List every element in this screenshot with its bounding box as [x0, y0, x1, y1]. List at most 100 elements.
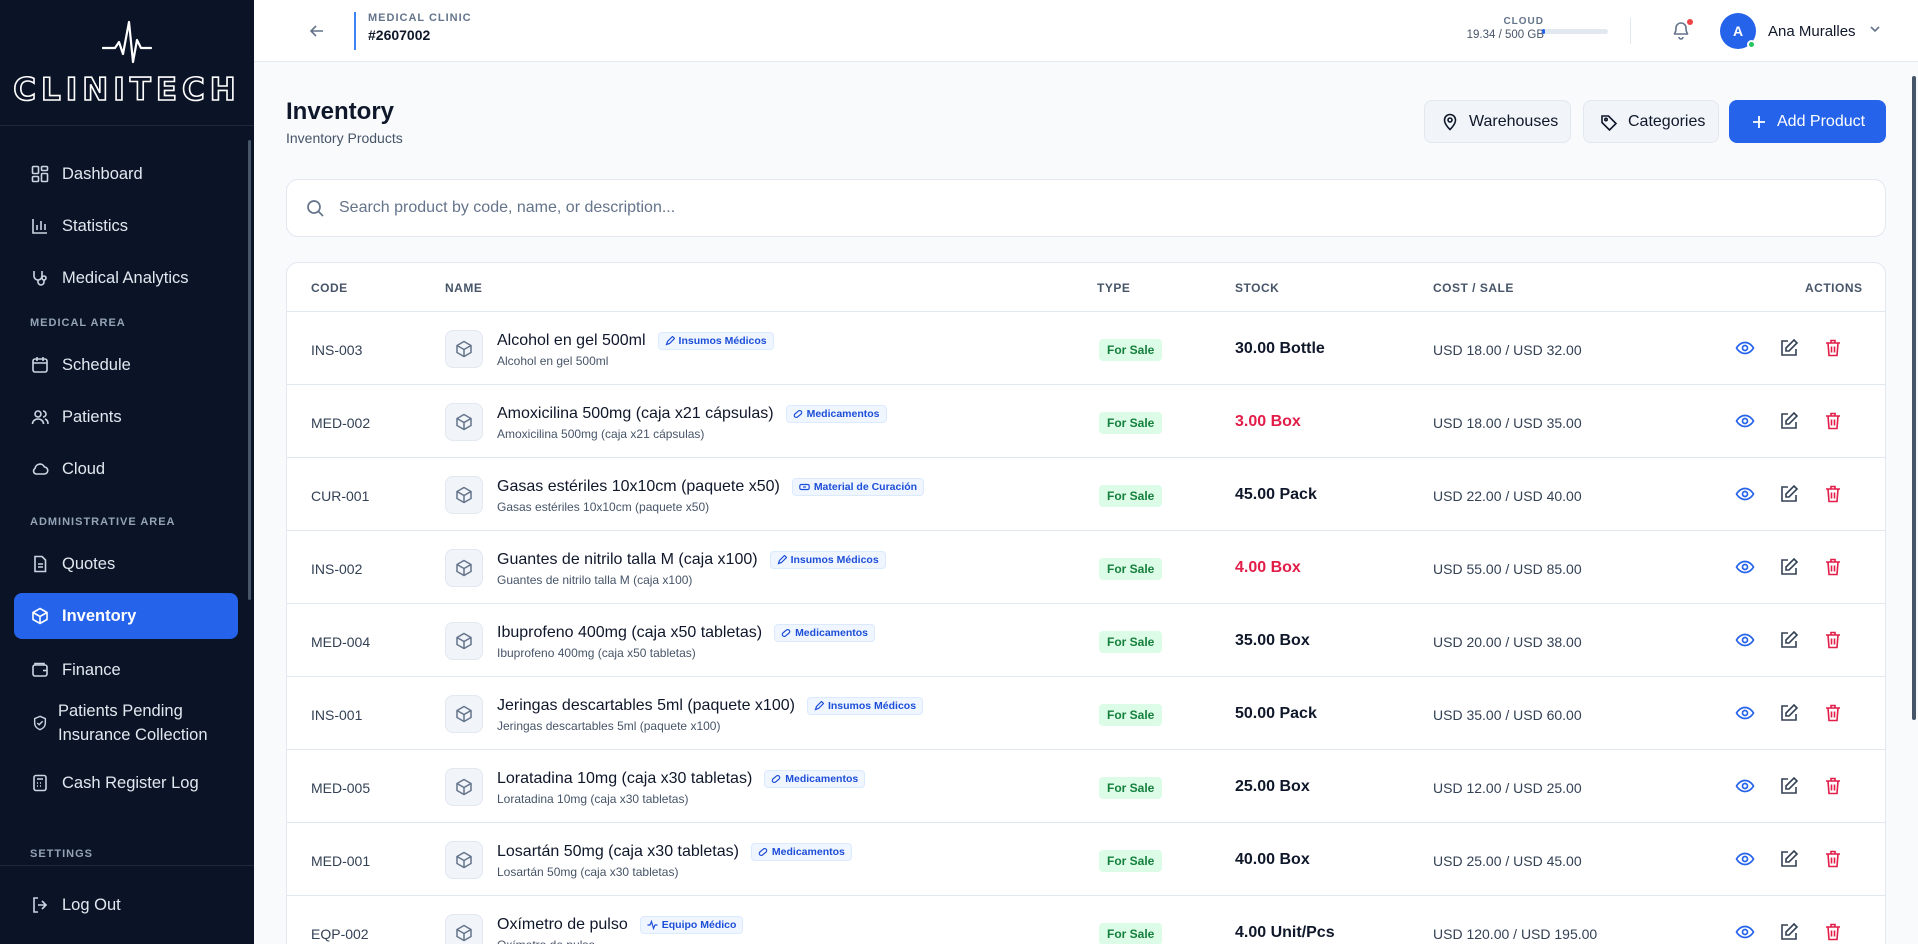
sidebar: CLINITECH Dashboard Statistics Medical A…: [0, 0, 254, 944]
bandage-icon: [799, 482, 810, 492]
trash-icon: [1826, 558, 1840, 576]
sidebar-item-quotes[interactable]: Quotes: [14, 541, 238, 587]
column-header-cost-sale[interactable]: COST / SALE: [1433, 281, 1514, 295]
bell-icon: [1673, 22, 1689, 40]
table-row[interactable]: EQP-002 Oxímetro de pulso Equipo Médico …: [287, 896, 1885, 944]
sidebar-item-inventory[interactable]: Inventory: [14, 593, 238, 639]
view-button[interactable]: [1733, 482, 1757, 506]
sidebar-item-medical-analytics[interactable]: Medical Analytics: [14, 255, 238, 301]
product-name-wrap: Losartán 50mg (caja x30 tabletas) Medica…: [497, 843, 852, 861]
pill-icon: [781, 628, 791, 638]
table-row[interactable]: INS-002 Guantes de nitrilo talla M (caja…: [287, 531, 1885, 604]
sidebar-item-dashboard[interactable]: Dashboard: [14, 151, 238, 197]
table-row[interactable]: INS-001 Jeringas descartables 5ml (paque…: [287, 677, 1885, 750]
stock-value: 45.00 Pack: [1235, 486, 1317, 503]
table-row[interactable]: MED-005 Loratadina 10mg (caja x30 tablet…: [287, 750, 1885, 823]
inventory-table: CODE NAME TYPE STOCK COST / SALE ACTIONS…: [286, 262, 1886, 944]
column-header-code[interactable]: CODE: [311, 281, 348, 295]
sidebar-scrollbar[interactable]: [248, 140, 251, 600]
cloud-usage-fill: [1542, 29, 1545, 34]
pencil-icon: [665, 336, 675, 346]
table-row[interactable]: MED-001 Losartán 50mg (caja x30 tabletas…: [287, 823, 1885, 896]
search-input[interactable]: [339, 199, 1739, 217]
table-row[interactable]: MED-004 Ibuprofeno 400mg (caja x50 table…: [287, 604, 1885, 677]
product-name[interactable]: Gasas estériles 10x10cm (paquete x50): [497, 478, 780, 495]
product-code: INS-003: [311, 342, 363, 358]
add-product-button[interactable]: Add Product: [1729, 100, 1886, 143]
warehouses-button[interactable]: Warehouses: [1424, 100, 1571, 143]
edit-button[interactable]: [1777, 847, 1801, 871]
back-button[interactable]: [306, 20, 328, 42]
sidebar-item-cash-register-log[interactable]: Cash Register Log: [14, 760, 238, 806]
view-button[interactable]: [1733, 774, 1757, 798]
view-button[interactable]: [1733, 628, 1757, 652]
delete-button[interactable]: [1821, 628, 1845, 652]
brand-logo[interactable]: CLINITECH: [0, 0, 254, 126]
product-code: EQP-002: [311, 926, 369, 942]
product-code: MED-001: [311, 853, 371, 869]
product-box-icon: [445, 914, 483, 944]
edit-button[interactable]: [1777, 628, 1801, 652]
delete-button[interactable]: [1821, 555, 1845, 579]
table-row[interactable]: INS-003 Alcohol en gel 500ml Insumos Méd…: [287, 312, 1885, 385]
edit-button[interactable]: [1777, 555, 1801, 579]
view-button[interactable]: [1733, 555, 1757, 579]
edit-button[interactable]: [1777, 774, 1801, 798]
view-button[interactable]: [1733, 409, 1757, 433]
delete-button[interactable]: [1821, 482, 1845, 506]
view-button[interactable]: [1733, 701, 1757, 725]
table-row[interactable]: CUR-001 Gasas estériles 10x10cm (paquete…: [287, 458, 1885, 531]
sidebar-item-schedule[interactable]: Schedule: [14, 342, 238, 388]
product-name[interactable]: Guantes de nitrilo talla M (caja x100): [497, 551, 758, 568]
category-label: Medicamentos: [771, 846, 845, 858]
topbar: MEDICAL CLINIC #2607002 CLOUD 19.34 / 50…: [254, 0, 1918, 62]
trash-icon: [1826, 923, 1840, 941]
product-name-wrap: Ibuprofeno 400mg (caja x50 tabletas) Med…: [497, 624, 875, 642]
product-name[interactable]: Alcohol en gel 500ml: [497, 332, 646, 349]
product-name[interactable]: Amoxicilina 500mg (caja x21 cápsulas): [497, 405, 774, 422]
sidebar-item-statistics[interactable]: Statistics: [14, 203, 238, 249]
edit-icon: [1781, 557, 1799, 575]
delete-button[interactable]: [1821, 701, 1845, 725]
edit-button[interactable]: [1777, 336, 1801, 360]
delete-button[interactable]: [1821, 409, 1845, 433]
sidebar-item-patients[interactable]: Patients: [14, 394, 238, 440]
sidebar-item-finance[interactable]: Finance: [14, 647, 238, 693]
product-name[interactable]: Losartán 50mg (caja x30 tabletas): [497, 843, 739, 860]
sidebar-item-label: Cash Register Log: [62, 773, 199, 792]
edit-button[interactable]: [1777, 701, 1801, 725]
online-status-dot: [1747, 40, 1756, 49]
edit-button[interactable]: [1777, 482, 1801, 506]
cloud-usage-bar: [1542, 29, 1608, 34]
product-name[interactable]: Ibuprofeno 400mg (caja x50 tabletas): [497, 624, 763, 641]
edit-button[interactable]: [1777, 409, 1801, 433]
view-button[interactable]: [1733, 920, 1757, 944]
delete-button[interactable]: [1821, 847, 1845, 871]
view-button[interactable]: [1733, 847, 1757, 871]
logout-button[interactable]: Log Out: [14, 882, 238, 928]
product-name[interactable]: Jeringas descartables 5ml (paquete x100): [497, 697, 795, 714]
column-header-name[interactable]: NAME: [445, 281, 483, 295]
column-header-type[interactable]: TYPE: [1097, 281, 1131, 295]
stock-value: 30.00 Bottle: [1235, 340, 1325, 357]
category-badge: Medicamentos: [785, 405, 887, 423]
main-scrollbar[interactable]: [1912, 76, 1916, 720]
product-name[interactable]: Loratadina 10mg (caja x30 tabletas): [497, 770, 753, 787]
delete-button[interactable]: [1821, 336, 1845, 360]
delete-button[interactable]: [1821, 920, 1845, 944]
notification-dot: [1687, 19, 1693, 25]
sidebar-item-pending-insurance[interactable]: Patients Pending Insurance Collection: [14, 693, 238, 753]
table-row[interactable]: MED-002 Amoxicilina 500mg (caja x21 cáps…: [287, 385, 1885, 458]
column-header-stock[interactable]: STOCK: [1235, 281, 1280, 295]
stock-value: 3.00 Box: [1235, 413, 1301, 430]
notifications-button[interactable]: [1670, 19, 1694, 43]
categories-button[interactable]: Categories: [1583, 100, 1719, 143]
clinic-id: #2607002: [368, 27, 431, 43]
sidebar-item-cloud[interactable]: Cloud: [14, 446, 238, 492]
user-menu[interactable]: A Ana Muralles: [1720, 12, 1882, 50]
product-name[interactable]: Oxímetro de pulso: [497, 916, 628, 933]
delete-button[interactable]: [1821, 774, 1845, 798]
edit-icon: [1781, 703, 1799, 721]
view-button[interactable]: [1733, 336, 1757, 360]
edit-button[interactable]: [1777, 920, 1801, 944]
